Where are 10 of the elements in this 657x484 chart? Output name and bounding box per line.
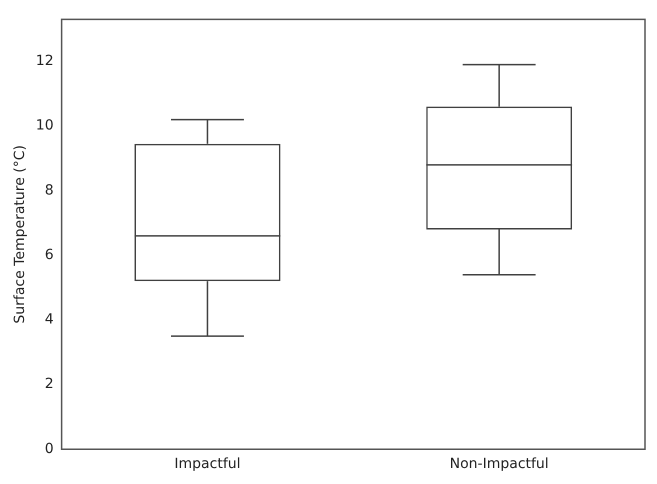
y-tick-label: 12	[36, 53, 54, 70]
y-tick-label: 0	[44, 440, 54, 457]
x-tick-label: Non-Impactful	[450, 456, 549, 472]
y-axis-title: Surface Temperature (°C)	[12, 144, 28, 324]
y-tick-label: 2	[44, 376, 54, 392]
x-tick-label: Impactful	[174, 456, 241, 472]
y-tick-label: 4	[44, 312, 54, 328]
y-tick-label: 6	[44, 246, 54, 263]
y-tick-label: 8	[44, 182, 54, 198]
y-tick-label: 10	[36, 118, 54, 134]
